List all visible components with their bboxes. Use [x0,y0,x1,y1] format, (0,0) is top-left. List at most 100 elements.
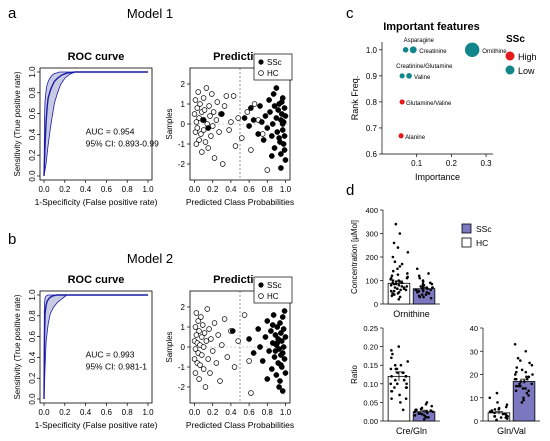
ssc-point [281,133,288,139]
y-tick-label: 300 [365,230,378,239]
feature-label: Ornithine [482,49,507,55]
x-tick-label: 0.0 [38,408,50,417]
data-point [389,283,393,287]
data-point [431,410,435,414]
roc-curve [43,294,148,400]
hc-point [200,127,207,133]
data-point [405,382,408,386]
panel-label-a: a [8,5,17,22]
ssc-point [248,105,254,111]
y-tick-label: -1 [178,363,186,372]
data-point [519,380,523,383]
data-point [398,232,402,235]
hc-point [192,97,199,103]
data-point [525,377,529,381]
hc-point [235,115,241,121]
feature-label: Creatinine [419,49,447,55]
x-tick-label: 0.6 [244,185,256,194]
roc-confidence-band [44,295,148,399]
hc-point [215,332,221,338]
hc-point [202,139,209,145]
data-point [390,274,394,278]
hc-point [226,127,232,133]
data-point [397,298,401,301]
roc-ci-curve [43,294,148,400]
data-point [417,289,421,293]
ssc-point [262,113,269,119]
hc-point [223,93,230,99]
data-point [421,289,425,293]
model-2-title: Model 2 [127,251,173,266]
hc-point [259,131,266,137]
hc-point [200,366,207,372]
data-point [525,375,528,379]
y-tick-label: 0.4 [28,351,37,363]
ssc-point [246,123,252,129]
x-axis-label: Ornithine [393,309,430,319]
feature-point [399,99,405,105]
y-tick-label: 0 [181,120,186,129]
data-point [427,272,430,275]
ssc-point [255,326,262,332]
hc-point [196,376,202,382]
hc-point [221,316,228,322]
hc-point [200,95,207,101]
x-tick-label: 0.8 [262,408,274,417]
y-tick-label: 0.15 [363,361,378,370]
x-tick-label: 0.4 [225,408,237,417]
data-point [406,251,410,254]
hc-point [191,356,198,362]
hc-point [221,103,228,109]
data-point [417,412,421,415]
hc-point [194,125,201,131]
data-point [493,408,497,411]
data-point [524,370,528,374]
data-point [389,289,393,293]
data-point [515,366,519,369]
data-point [391,255,395,259]
data-point [390,294,394,298]
ssc-point [279,121,286,127]
data-point [398,393,401,397]
data-point [524,387,527,390]
hc-point [201,107,208,113]
legend-marker [505,65,515,75]
data-point [393,286,397,289]
hc-point [194,105,201,111]
hc-point [264,167,271,173]
x-tick-label: 0.4 [80,185,92,194]
data-point [429,288,432,292]
data-point [404,375,408,378]
model-2-roc-chart: ROC curve 0.0 0.2 0.4 0.6 0.8 1.0 0.0 0.2 0.4 0.6 0… [13,274,158,430]
y-tick-label: 0 [181,343,186,352]
x-tick-label: 1.0 [280,408,292,417]
ssc-point [278,362,284,368]
hc-point [228,119,234,125]
data-point [431,286,434,289]
data-point [391,352,394,356]
feature-label: Alanine [405,135,426,141]
data-point [531,373,534,376]
data-point [394,282,398,286]
data-point [401,371,404,374]
x-tick-label: 0.1 [411,159,423,168]
x-tick-label: 0.8 [122,185,134,194]
ssc-point [260,137,267,143]
data-point [390,356,393,360]
data-point [397,279,401,282]
feature-label: Asparagine [404,38,435,44]
ssc-point [275,107,282,113]
data-point [415,267,419,271]
data-point [520,401,524,404]
ssc-point [281,105,288,111]
feature-label: Creatinine/Glutamine [396,64,453,70]
data-point [495,418,498,422]
hc-point [206,103,212,109]
ssc-point [266,97,272,103]
data-point [417,274,421,278]
ssc-point [266,348,272,354]
data-point [397,290,401,294]
x-tick-label: 0.0 [189,185,201,194]
x-tick-label: 0.6 [101,408,113,417]
